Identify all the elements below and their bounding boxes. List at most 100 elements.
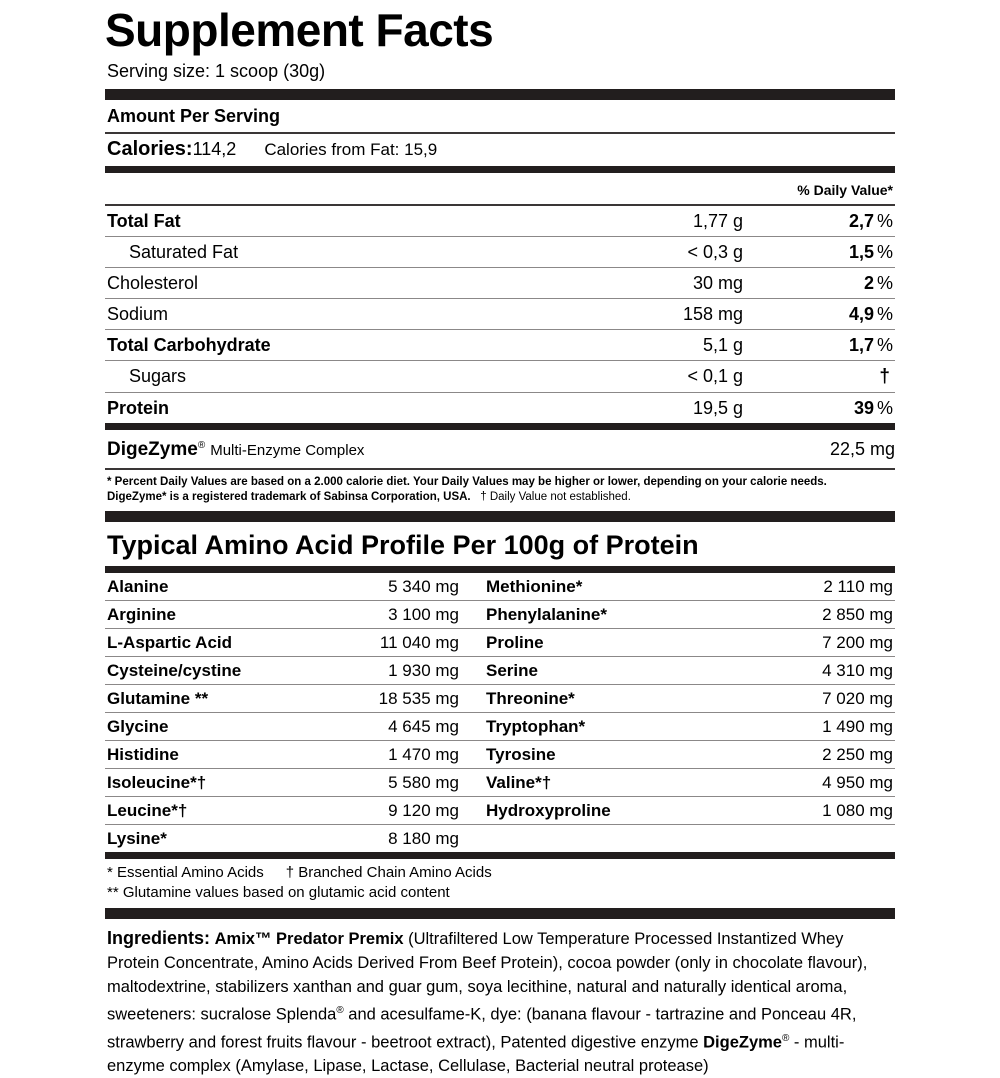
amino-acid-row: L-Aspartic Acid 11 040 mg Proline 7 200 mg — [105, 629, 895, 656]
nutrient-name: Total Carbohydrate — [107, 335, 271, 355]
registered-mark-icon: ® — [197, 440, 206, 451]
nutrient-name: Saturated Fat — [129, 242, 239, 262]
nutrient-daily-value: 2,7% — [743, 210, 895, 232]
amino-name-right: Threonine* — [486, 689, 575, 708]
daily-value-number: 1,5 — [848, 242, 874, 262]
calories-from-fat: Calories from Fat: 15,9 — [264, 140, 438, 159]
amino-acid-row: Leucine*† 9 120 mg Hydroxyproline 1 080 mg — [105, 797, 895, 824]
amino-value-right: 4 310 mg — [822, 661, 893, 680]
amino-acid-row: Glycine 4 645 mg Tryptophan* 1 490 mg — [105, 713, 895, 740]
amino-value-right: 1 490 mg — [822, 717, 893, 736]
amino-value-right: 7 020 mg — [822, 689, 893, 708]
nutrient-row: Sodium 158 mg 4,9% — [105, 299, 895, 329]
splenda-registered-icon: ® — [336, 1005, 344, 1016]
percent-sign: % — [876, 398, 893, 418]
digezyme-name: DigeZyme® Multi-Enzyme Complex — [107, 435, 630, 462]
amino-row-divider — [105, 684, 895, 685]
ingredients-paragraph: Ingredients: Amix™ Predator Premix (Ultr… — [105, 919, 895, 1078]
amino-row-divider — [105, 712, 895, 713]
divider-heavy-top — [105, 89, 895, 100]
amino-row-divider — [105, 796, 895, 797]
amino-acid-row: Cysteine/cystine 1 930 mg Serine 4 310 mg — [105, 657, 895, 684]
page-title: Supplement Facts — [105, 4, 494, 56]
nutrient-row: Saturated Fat < 0,3 g 1,5% — [105, 237, 895, 267]
nutrient-row: Total Fat 1,77 g 2,7% — [105, 206, 895, 236]
amino-row-divider — [105, 824, 895, 825]
amino-row-divider — [105, 656, 895, 657]
serving-size-text: Serving size: 1 scoop (30g) — [107, 61, 326, 81]
amino-name-right: Methionine* — [486, 577, 583, 596]
nutrient-row: Sugars < 0,1 g † — [105, 361, 895, 392]
amino-acid-row: Alanine 5 340 mg Methionine* 2 110 mg — [105, 573, 895, 600]
ingredients-label: Ingredients: — [107, 928, 211, 948]
percent-sign: % — [876, 211, 893, 231]
footnote-trademark-text: DigeZyme* is a registered trademark of S… — [107, 491, 471, 503]
amino-row-divider — [105, 740, 895, 741]
amino-name-right: Tryptophan* — [486, 717, 586, 736]
amino-value-left: 11 040 mg — [379, 633, 459, 652]
nutrient-daily-value: 2% — [743, 272, 895, 294]
footnote-daily-values: * Percent Daily Values are based on a 2.… — [107, 476, 827, 488]
amino-value-right: 2 850 mg — [822, 605, 893, 624]
amino-row-divider — [105, 628, 895, 629]
ingredients-brand: Amix™ Predator Premix — [214, 930, 404, 948]
nutrient-row-divider — [105, 298, 895, 299]
nutrient-amount: 158 mg — [682, 304, 743, 324]
amino-value-left: 4 645 mg — [388, 717, 459, 736]
amino-profile-title: Typical Amino Acid Profile Per 100g of P… — [107, 530, 699, 560]
nutrient-amount: 19,5 g — [692, 398, 743, 418]
nutrient-name: Protein — [107, 398, 170, 418]
digezyme-row: DigeZyme® Multi-Enzyme Complex 22,5 mg — [105, 430, 895, 468]
amino-note-line-1: * Essential Amino Acids † Branched Chain … — [107, 863, 895, 883]
nutrient-amount: 30 mg — [692, 273, 743, 293]
amino-acid-row: Isoleucine*† 5 580 mg Valine*† 4 950 mg — [105, 769, 895, 796]
supplement-facts-label: Supplement Facts Serving size: 1 scoop (… — [105, 0, 895, 1078]
nutrient-row: Total Carbohydrate 5,1 g 1,7% — [105, 330, 895, 360]
percent-sign: % — [876, 242, 893, 262]
amino-value-left: 5 340 mg — [388, 577, 459, 596]
amino-row-divider — [105, 768, 895, 769]
amino-name-left: Glycine — [107, 717, 169, 736]
nutrient-name: Sodium — [107, 304, 169, 324]
ingredients-digezyme: DigeZyme — [703, 1033, 782, 1051]
nutrient-amount: < 0,3 g — [687, 242, 743, 262]
amino-name-left: Cysteine/cystine — [107, 661, 242, 680]
divider-rule-3 — [105, 468, 895, 470]
nutrient-row: Cholesterol 30 mg 2% — [105, 268, 895, 298]
amino-value-right: 4 950 mg — [822, 773, 893, 792]
nutrient-daily-value: † — [743, 365, 895, 388]
nutrient-daily-value: 1,7% — [743, 334, 895, 356]
amino-value-left: 18 535 mg — [378, 689, 459, 708]
footnote-dagger-text: † Daily Value not established. — [480, 491, 631, 503]
amount-per-serving-heading: Amount Per Serving — [107, 106, 281, 126]
divider-heavy-ingredients — [105, 908, 895, 919]
nutrient-row-divider — [105, 236, 895, 237]
nutrient-daily-value: 4,9% — [743, 303, 895, 325]
nutrient-name: Sugars — [129, 366, 187, 386]
amino-acid-row: Lysine* 8 180 mg — [105, 825, 895, 852]
nutrient-daily-value: 1,5% — [743, 241, 895, 263]
amino-value-right: 2 110 mg — [823, 577, 893, 596]
amino-value-left: 8 180 mg — [388, 829, 459, 848]
nutrient-row-divider — [105, 392, 895, 393]
divider-rule-2 — [105, 204, 895, 206]
calories-value: 114,2 — [192, 139, 237, 159]
amino-name-left: Lysine* — [107, 829, 167, 848]
daily-value-number: 1,7 — [848, 335, 874, 355]
nutrient-name: Cholesterol — [107, 273, 199, 293]
amino-name-left: Arginine — [107, 605, 176, 624]
amino-acid-row: Glutamine ** 18 535 mg Threonine* 7 020 mg — [105, 685, 895, 712]
amino-value-left: 5 580 mg — [388, 773, 459, 792]
footnote-trademark: DigeZyme* is a registered trademark of S… — [107, 490, 895, 505]
amino-value-right: 1 080 mg — [822, 801, 893, 820]
nutrient-row-divider — [105, 329, 895, 330]
amino-row-divider — [105, 600, 895, 601]
percent-sign: % — [876, 335, 893, 355]
percent-sign: % — [876, 304, 893, 324]
note-essential: * Essential Amino Acids — [107, 864, 264, 881]
amino-notes: * Essential Amino Acids † Branched Chain … — [105, 859, 895, 908]
amino-name-left: L-Aspartic Acid — [107, 633, 233, 652]
nutrient-amount: 1,77 g — [692, 211, 743, 231]
note-bcaa: † Branched Chain Amino Acids — [285, 864, 492, 881]
